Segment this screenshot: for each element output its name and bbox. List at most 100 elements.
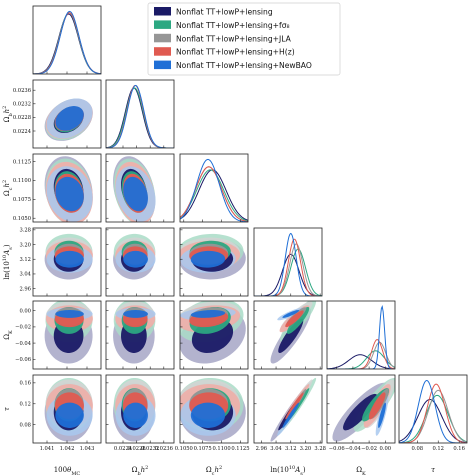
panel-5-5: 0.08 0.12 0.16 xyxy=(398,374,468,452)
x-tick-label: 0.1075 xyxy=(194,446,212,452)
legend-label: Nonflat TT+lowP+lensing+H(z) xyxy=(176,48,295,57)
panel-frame xyxy=(253,300,323,370)
x-tick-label: 0.12 xyxy=(432,446,444,452)
marginal-line-series-2 xyxy=(33,12,101,74)
contour-68-series-4 xyxy=(123,250,148,268)
contour-68-series-3 xyxy=(368,392,386,420)
marginal-line-series-4 xyxy=(33,10,101,74)
panel-4-1 xyxy=(105,300,175,370)
panel-frame xyxy=(105,79,175,149)
x-tick-label: 0.1050 xyxy=(175,446,193,452)
marginal-line-series-1 xyxy=(327,350,395,369)
axis-labels-layer: 100θMC Ωbh2 Ωch2 ln(1010As) ΩK τ Ωbh2 Ωch2 ln(10… xyxy=(2,106,435,475)
x-tick-label: 3.04 xyxy=(270,446,282,452)
axis-label: Ωch2 xyxy=(206,465,222,475)
contour-68-series-3 xyxy=(285,310,304,328)
marginal-line-series-2 xyxy=(254,243,322,296)
y-tick-label: 0.1075 xyxy=(13,197,31,203)
marginal-line-series-0 xyxy=(254,253,322,296)
contour-68-series-4 xyxy=(190,250,226,268)
contour-68-series-4 xyxy=(282,402,300,428)
panel-frame xyxy=(32,5,102,75)
axis-label: ln(1010As) xyxy=(270,465,305,475)
panel-3-1 xyxy=(105,227,175,297)
x-tick-label: 0.16 xyxy=(453,446,465,452)
contour-68-series-4 xyxy=(190,402,226,428)
x-tick-label: 0.08 xyxy=(412,446,424,452)
panel-frame xyxy=(105,227,175,297)
y-tick-label: 0.08 xyxy=(19,422,31,428)
legend-label: Nonflat TT+lowP+lensing+NewBAO xyxy=(176,61,312,70)
x-tick-label: 3.28 xyxy=(314,446,326,452)
panel-frame xyxy=(253,227,323,297)
panel-frame xyxy=(398,374,468,444)
contour-68-series-4 xyxy=(123,176,148,212)
legend-box xyxy=(147,2,341,76)
y-tick-label: 3.12 xyxy=(19,257,31,263)
contour-68-series-1 xyxy=(286,306,310,334)
panel-3-2 xyxy=(179,227,249,297)
marginal-line-series-2 xyxy=(327,341,395,369)
y-tick-label: 2.96 xyxy=(19,286,31,292)
y-tick-label: 0.12 xyxy=(19,402,31,408)
panel-frame xyxy=(105,300,175,370)
axis-label: Ωbh2 xyxy=(132,465,149,475)
x-tick-label: 3.20 xyxy=(300,446,312,452)
panel-frame xyxy=(253,374,323,444)
panel-2-1 xyxy=(105,153,175,223)
panel-4-0: −0.06 −0.04 −0.02 0.00 xyxy=(15,300,102,370)
legend-swatch xyxy=(154,33,171,43)
y-tick-label: −0.06 xyxy=(15,357,31,363)
panel-5-3: 2.96 3.04 3.12 3.20 3.28 xyxy=(253,374,326,452)
x-tick-label: 1.043 xyxy=(80,446,95,452)
y-tick-label: 3.28 xyxy=(19,228,31,234)
panel-5-2: 0.1050 0.1075 0.1100 0.1125 xyxy=(175,374,250,452)
panel-frame xyxy=(105,374,175,444)
x-tick-label: −0.02 xyxy=(361,446,377,452)
axis-label: ΩK xyxy=(3,330,14,340)
marginal-line-series-0 xyxy=(180,169,248,221)
legend-label: Nonflat TT+lowP+lensing+fσ₈ xyxy=(176,21,290,30)
legend-swatch xyxy=(154,47,171,56)
y-tick-label: 0.0224 xyxy=(13,129,32,135)
y-tick-label: 0.1050 xyxy=(13,216,31,222)
x-tick-label: −0.06 xyxy=(329,446,345,452)
marginal-line-series-3 xyxy=(399,383,467,443)
axis-label: Ωch2 xyxy=(2,180,14,196)
marginal-line-series-0 xyxy=(399,398,467,443)
axis-label: τ xyxy=(3,407,11,411)
contour-68-series-3 xyxy=(285,392,304,420)
panel-4-2 xyxy=(179,300,249,370)
marginal-line-series-1 xyxy=(33,12,101,74)
contour-68-series-0 xyxy=(343,393,378,431)
panel-frame xyxy=(326,374,396,444)
contour-68-series-4 xyxy=(55,106,84,131)
marginal-line-series-0 xyxy=(327,354,395,369)
panel-frame xyxy=(179,300,249,370)
panel-4-4 xyxy=(326,300,396,370)
x-tick-label: 3.12 xyxy=(285,446,297,452)
x-tick-label: 0.1125 xyxy=(231,446,249,452)
x-tick-label: 0.0232 xyxy=(141,446,159,452)
y-tick-label: −0.02 xyxy=(15,325,31,331)
y-tick-label: 0.16 xyxy=(19,381,31,387)
panel-5-4: −0.06 −0.04 −0.02 0.00 xyxy=(326,374,396,452)
y-tick-label: −0.04 xyxy=(15,341,32,347)
panel-frame xyxy=(179,153,249,223)
panel-3-0: 2.96 3.04 3.12 3.20 3.28 xyxy=(19,227,102,297)
marginal-line-series-4 xyxy=(180,158,248,222)
y-tick-label: 0.0228 xyxy=(13,115,31,121)
marginal-line-series-3 xyxy=(33,12,101,74)
y-tick-label: 0.1100 xyxy=(13,178,31,184)
y-tick-label: 0.1125 xyxy=(13,159,31,165)
panel-0-0 xyxy=(32,5,102,75)
y-tick-label: 0.0232 xyxy=(13,102,31,108)
legend-swatch xyxy=(154,60,171,70)
legend-label: Nonflat TT+lowP+lensing+JLA xyxy=(176,34,292,43)
panel-frame xyxy=(179,374,249,444)
axis-label: 100θMC xyxy=(54,466,81,475)
y-tick-label: 3.20 xyxy=(19,242,31,248)
panel-4-3 xyxy=(253,300,323,370)
x-tick-label: 0.00 xyxy=(380,446,392,452)
